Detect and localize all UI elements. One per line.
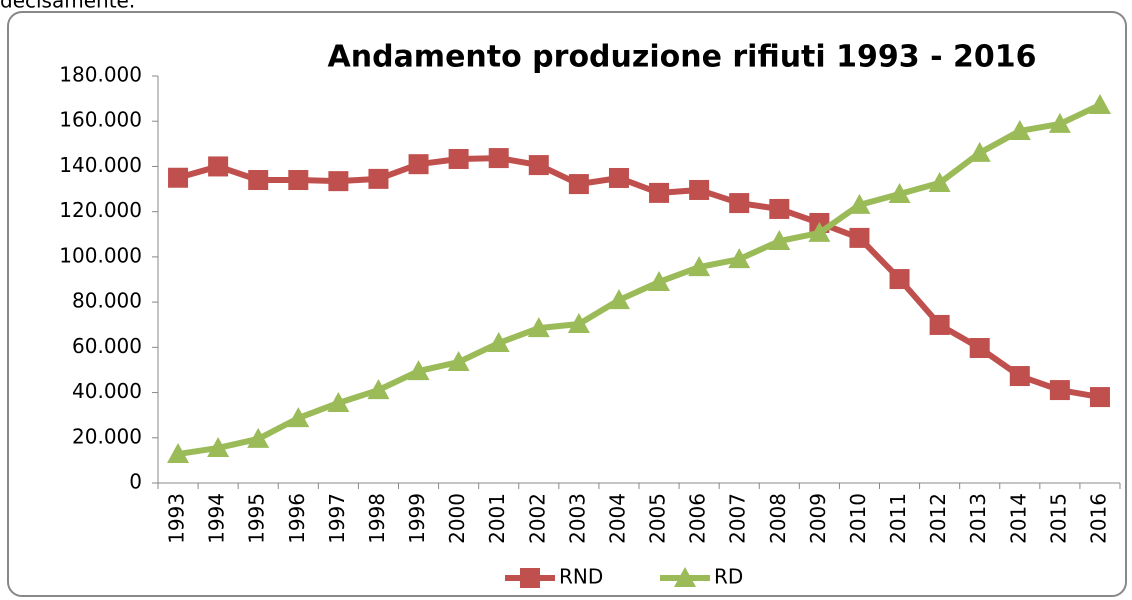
x-tick-label: 2015 [1046,493,1070,544]
data-point [968,141,991,162]
x-tick-label: 2012 [926,493,950,544]
context-text: decisamente. [0,0,135,13]
data-point [728,248,751,269]
y-tick-label: 140.000 [59,153,142,177]
x-tick-label: 1996 [285,493,309,544]
x-tick-label: 1993 [165,493,189,544]
x-tick-label: 2007 [726,493,750,544]
data-point [928,171,951,192]
data-point [648,270,671,291]
data-point [1089,387,1110,408]
x-tick-label: 2016 [1086,493,1110,544]
data-point [729,193,750,214]
data-point [1049,380,1070,401]
y-tick-label: 120.000 [59,198,142,222]
data-point [567,313,590,334]
data-point [168,167,189,188]
data-point [768,230,791,251]
data-point [287,407,310,428]
x-tick-label: 2005 [646,493,670,544]
y-tick-label: 80.000 [72,289,142,313]
data-point [528,155,549,176]
x-tick-label: 1994 [205,493,229,544]
y-tick-label: 40.000 [72,379,142,403]
x-tick-label: 1998 [365,493,389,544]
data-point [328,171,349,192]
data-point [688,256,711,277]
x-tick-label: 2011 [886,493,910,544]
data-point [689,179,710,200]
y-tick-label: 60.000 [72,334,142,358]
x-tick-label: 2014 [1006,493,1030,544]
data-point [969,338,990,359]
legend-marker [674,567,696,587]
legend-label: RD [714,565,743,589]
x-tick-label: 1999 [405,493,429,544]
data-point [769,198,790,219]
data-point [447,351,470,372]
data-point [367,379,390,400]
data-point [889,269,910,290]
data-point [1048,112,1071,133]
data-point [368,168,389,189]
y-tick-label: 100.000 [59,243,142,267]
data-point [568,174,589,195]
data-point [207,436,230,457]
chart-title: Andamento produzione rifiuti 1993 - 2016 [328,40,1037,75]
data-point [407,360,430,381]
data-point [248,170,269,191]
data-point [1008,119,1031,140]
data-point [607,289,630,310]
data-point [929,314,950,335]
x-tick-label: 2009 [806,493,830,544]
x-tick-label: 2004 [605,493,629,544]
data-point [247,427,270,448]
y-tick-label: 180.000 [59,63,142,87]
data-point [527,317,550,338]
x-tick-label: 2010 [846,493,870,544]
data-point [808,221,831,242]
chart-border [7,11,1127,597]
data-point [288,170,309,191]
x-tick-label: 2000 [445,493,469,544]
x-tick-label: 2003 [565,493,589,544]
data-point [1088,93,1111,114]
data-point [608,167,629,188]
data-point [208,156,229,177]
x-tick-label: 1997 [325,493,349,544]
legend-marker [520,568,540,588]
x-tick-label: 2006 [686,493,710,544]
data-point [849,227,870,248]
x-tick-label: 2013 [966,493,990,544]
x-tick-label: 2001 [485,493,509,544]
data-point [649,182,670,203]
data-point [488,148,509,169]
data-point [848,193,871,214]
x-tick-label: 2008 [766,493,790,544]
legend-label: RND [559,565,603,589]
data-point [888,183,911,204]
y-tick-label: 20.000 [72,424,142,448]
x-tick-label: 2002 [525,493,549,544]
data-point [167,443,190,464]
x-tick-label: 1995 [245,493,269,544]
data-point [327,391,350,412]
y-tick-label: 160.000 [59,108,142,132]
y-tick-label: 0 [129,470,142,494]
data-point [487,332,510,353]
data-point [1009,366,1030,387]
data-point [448,148,469,169]
data-point [408,154,429,175]
